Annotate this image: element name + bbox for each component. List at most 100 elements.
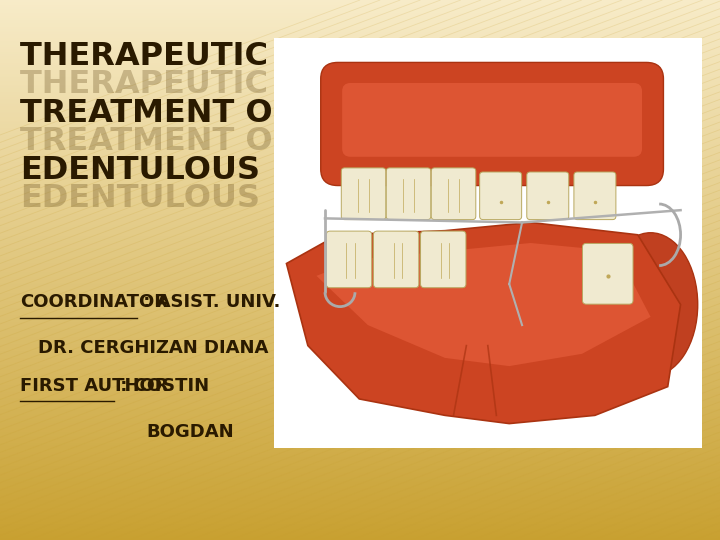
Bar <box>0 167 720 169</box>
Ellipse shape <box>603 233 698 376</box>
Bar <box>0 536 720 538</box>
Bar <box>0 4 720 5</box>
Bar <box>0 113 720 115</box>
Bar <box>0 317 720 319</box>
Bar <box>0 194 720 196</box>
Bar <box>0 238 720 239</box>
Bar <box>0 119 720 120</box>
Bar <box>0 353 720 355</box>
Bar <box>0 225 720 227</box>
Bar <box>0 101 720 103</box>
Bar <box>0 281 720 282</box>
Bar <box>0 297 720 299</box>
Bar <box>0 2 720 4</box>
Bar <box>0 434 720 436</box>
Bar <box>0 444 720 447</box>
Bar <box>0 146 720 147</box>
Bar <box>0 218 720 220</box>
Bar <box>0 52 720 54</box>
Bar <box>0 412 720 414</box>
Text: : ASIST. UNIV.: : ASIST. UNIV. <box>137 293 280 312</box>
Bar <box>0 18 720 20</box>
Bar <box>0 162 720 164</box>
Bar <box>0 117 720 119</box>
Bar <box>0 308 720 309</box>
Bar <box>0 301 720 302</box>
Bar <box>0 99 720 101</box>
Bar <box>0 376 720 378</box>
Bar <box>0 475 720 477</box>
Bar <box>0 56 720 58</box>
Bar <box>0 43 720 45</box>
Bar <box>0 290 720 292</box>
Bar <box>0 252 720 254</box>
Bar <box>0 319 720 320</box>
Bar <box>0 509 720 511</box>
Bar <box>0 214 720 216</box>
Bar <box>0 135 720 137</box>
Bar <box>0 20 720 22</box>
Bar <box>0 42 720 43</box>
Bar <box>0 97 720 99</box>
Bar <box>0 153 720 155</box>
Bar <box>0 455 720 457</box>
Bar <box>0 151 720 153</box>
Bar <box>0 490 720 491</box>
Bar <box>0 517 720 518</box>
Polygon shape <box>287 222 680 423</box>
Bar <box>0 31 720 32</box>
Bar <box>0 443 720 444</box>
Bar <box>0 493 720 495</box>
Bar <box>0 47 720 49</box>
Bar <box>0 322 720 324</box>
Bar <box>0 255 720 258</box>
Bar <box>0 158 720 160</box>
FancyBboxPatch shape <box>574 172 616 220</box>
Bar <box>0 5 720 7</box>
Bar <box>0 49 720 50</box>
Bar <box>0 506 720 508</box>
Bar <box>0 313 720 315</box>
Bar <box>0 201 720 204</box>
Bar <box>0 417 720 420</box>
Bar <box>0 362 720 363</box>
Bar <box>0 27 720 29</box>
Bar <box>0 155 720 157</box>
Bar <box>0 173 720 174</box>
Bar <box>0 427 720 428</box>
Bar <box>0 16 720 18</box>
Bar <box>0 535 720 536</box>
Bar <box>0 65 720 66</box>
FancyBboxPatch shape <box>374 231 419 288</box>
Bar <box>0 407 720 409</box>
Bar <box>0 482 720 484</box>
Bar <box>0 59 720 61</box>
Bar <box>0 265 720 266</box>
Bar <box>0 177 720 178</box>
Bar <box>0 459 720 461</box>
Bar <box>0 133 720 135</box>
Bar <box>274 38 702 448</box>
Bar <box>0 468 720 470</box>
Bar <box>0 302 720 304</box>
Bar <box>0 524 720 525</box>
Bar <box>0 474 720 475</box>
Bar <box>0 410 720 412</box>
Bar <box>0 329 720 331</box>
Bar <box>0 502 720 504</box>
Bar <box>0 286 720 288</box>
Bar <box>0 369 720 371</box>
Bar <box>0 351 720 353</box>
Bar <box>0 25 720 27</box>
Bar <box>0 216 720 218</box>
Bar <box>0 393 720 394</box>
Bar <box>0 126 720 128</box>
Bar <box>0 518 720 520</box>
Bar <box>0 528 720 529</box>
Text: COORDINATOR: COORDINATOR <box>20 293 168 312</box>
Bar <box>0 373 720 374</box>
Bar <box>0 363 720 366</box>
Bar <box>0 191 720 193</box>
Bar <box>0 409 720 410</box>
Bar <box>0 108 720 110</box>
